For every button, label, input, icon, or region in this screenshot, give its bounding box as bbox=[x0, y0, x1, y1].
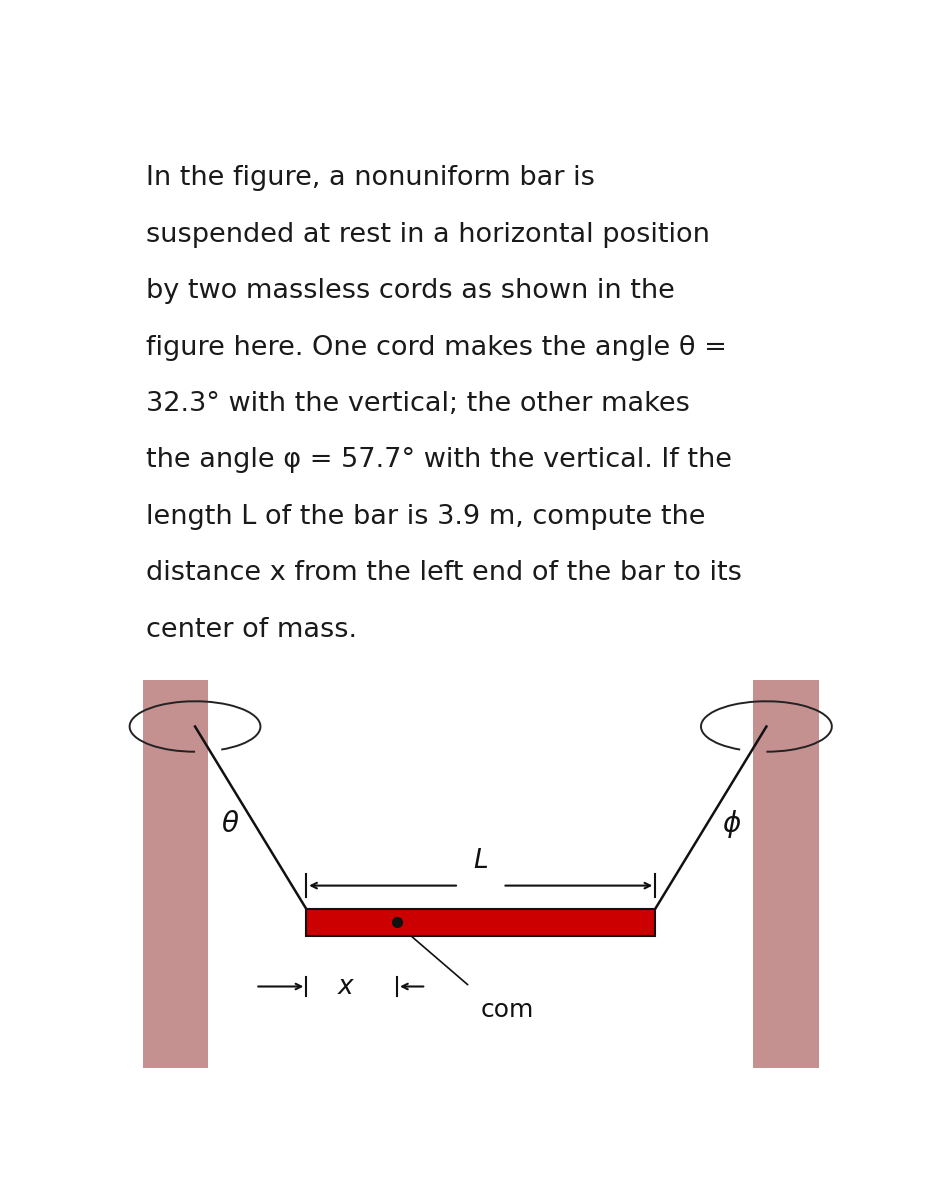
Text: 32.3° with the vertical; the other makes: 32.3° with the vertical; the other makes bbox=[146, 391, 690, 418]
Text: center of mass.: center of mass. bbox=[146, 617, 357, 643]
Text: $\phi$: $\phi$ bbox=[722, 808, 741, 840]
Bar bbox=[753, 680, 819, 1068]
Text: figure here. One cord makes the angle θ =: figure here. One cord makes the angle θ … bbox=[146, 335, 727, 361]
Text: $x$: $x$ bbox=[337, 973, 356, 1000]
Text: com: com bbox=[480, 998, 534, 1022]
Text: the angle φ = 57.7° with the vertical. If the: the angle φ = 57.7° with the vertical. I… bbox=[146, 448, 733, 474]
Text: $\theta$: $\theta$ bbox=[220, 810, 239, 838]
Bar bbox=[306, 908, 655, 936]
Bar bbox=[143, 680, 208, 1068]
Text: $L$: $L$ bbox=[473, 848, 489, 874]
Text: by two massless cords as shown in the: by two massless cords as shown in the bbox=[146, 278, 675, 305]
Text: distance x from the left end of the bar to its: distance x from the left end of the bar … bbox=[146, 560, 742, 587]
Text: In the figure, a nonuniform bar is: In the figure, a nonuniform bar is bbox=[146, 166, 596, 192]
Text: suspended at rest in a horizontal position: suspended at rest in a horizontal positi… bbox=[146, 222, 710, 248]
Text: length L of the bar is 3.9 m, compute the: length L of the bar is 3.9 m, compute th… bbox=[146, 504, 705, 530]
